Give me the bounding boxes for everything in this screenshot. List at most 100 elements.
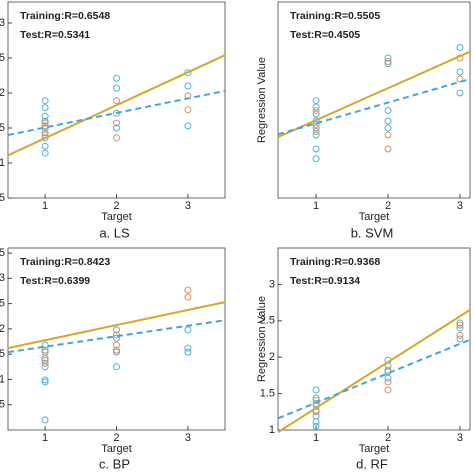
annotation: Training:R=0.6548 (20, 10, 110, 22)
point (41, 149, 49, 157)
point (41, 354, 49, 362)
point (41, 97, 49, 105)
point (312, 110, 320, 118)
point (113, 363, 120, 371)
plot-area (277, 247, 471, 431)
point (41, 129, 49, 137)
y-tick-label: 1.5 (260, 388, 275, 400)
annotation: Training:R=0.8423 (20, 256, 110, 268)
point (41, 112, 49, 120)
point (41, 359, 49, 367)
annotation: Test:R=0.4505 (290, 29, 360, 41)
x-tick-label: 3 (457, 200, 463, 212)
fit-line (7, 319, 226, 354)
point (312, 386, 320, 394)
y-tick-label: 1 (269, 424, 275, 436)
point (184, 286, 192, 294)
y-tick-label: 5 (0, 247, 5, 259)
panel-title: c. BP (99, 456, 130, 471)
x-axis-label: Target (359, 443, 390, 455)
point (384, 131, 392, 139)
plot-area (7, 247, 226, 431)
x-axis-label: Target (101, 443, 132, 455)
point (113, 326, 120, 334)
y-tick-label: 1 (0, 373, 5, 385)
x-tick-label: 1 (42, 200, 48, 212)
point (456, 44, 464, 51)
point (184, 106, 192, 114)
y-tick-label: 3 (269, 278, 275, 290)
fit-line (277, 309, 471, 434)
point (312, 128, 320, 135)
point (384, 117, 392, 125)
point (41, 119, 49, 127)
point (312, 124, 320, 132)
x-tick-label: 1 (313, 200, 319, 212)
point (456, 68, 464, 76)
point (41, 346, 49, 354)
y-tick-label: 3 (0, 17, 5, 29)
y-tick-label: 5 (0, 348, 5, 360)
point (384, 124, 392, 132)
fit-line (277, 50, 471, 139)
y-tick-label: 5 (0, 122, 5, 134)
point (41, 104, 49, 112)
annotation: Test:R=0.5341 (20, 29, 90, 41)
x-tick-label: 1 (313, 432, 319, 444)
annotation: Test:R=0.6399 (20, 275, 90, 287)
point (456, 319, 464, 327)
fit-line (7, 54, 226, 157)
x-tick-label: 2 (113, 432, 119, 444)
y-tick-label: 1 (0, 157, 5, 169)
point (184, 82, 192, 90)
point (41, 376, 49, 384)
panel-title: d. RF (356, 456, 388, 471)
panel-title: a. LS (99, 225, 130, 240)
point (312, 107, 320, 114)
x-tick-label: 2 (385, 200, 391, 212)
annotation: Training:R=0.5505 (290, 10, 380, 22)
point (456, 321, 464, 329)
point (184, 293, 192, 301)
y-tick-label: 3 (0, 272, 5, 284)
y-tick-label: 2 (269, 351, 275, 363)
y-tick-label: 5 (0, 399, 5, 411)
point (113, 334, 120, 342)
x-tick-label: 1 (42, 432, 48, 444)
point (113, 341, 120, 349)
fit-line (277, 78, 471, 136)
point (113, 97, 120, 105)
annotation: Training:R=0.9368 (290, 256, 380, 268)
point (184, 326, 192, 334)
point (456, 75, 464, 83)
point (184, 348, 192, 356)
point (384, 145, 392, 153)
point (41, 363, 49, 371)
point (41, 341, 49, 349)
point (41, 356, 49, 364)
point (113, 124, 120, 132)
point (384, 386, 392, 394)
point (113, 134, 120, 142)
point (384, 366, 392, 374)
point (41, 117, 49, 125)
y-tick-label: 5 (0, 52, 5, 64)
x-tick-label: 3 (185, 200, 191, 212)
plot-area (277, 1, 471, 199)
y-tick-label: 2 (0, 87, 5, 99)
plot-area (7, 1, 226, 199)
point (384, 58, 392, 65)
y-axis-label: Regression Value (256, 296, 268, 382)
point (312, 145, 320, 153)
x-tick-label: 3 (457, 432, 463, 444)
point (384, 378, 392, 386)
y-tick-label: 5 (0, 298, 5, 310)
y-tick-label: 2.5 (260, 315, 275, 327)
point (312, 422, 320, 430)
point (184, 122, 192, 130)
point (41, 416, 49, 424)
fit-line (7, 301, 226, 350)
fit-line (7, 89, 226, 136)
point (312, 418, 320, 426)
y-axis-label: Regression Value (256, 57, 268, 143)
